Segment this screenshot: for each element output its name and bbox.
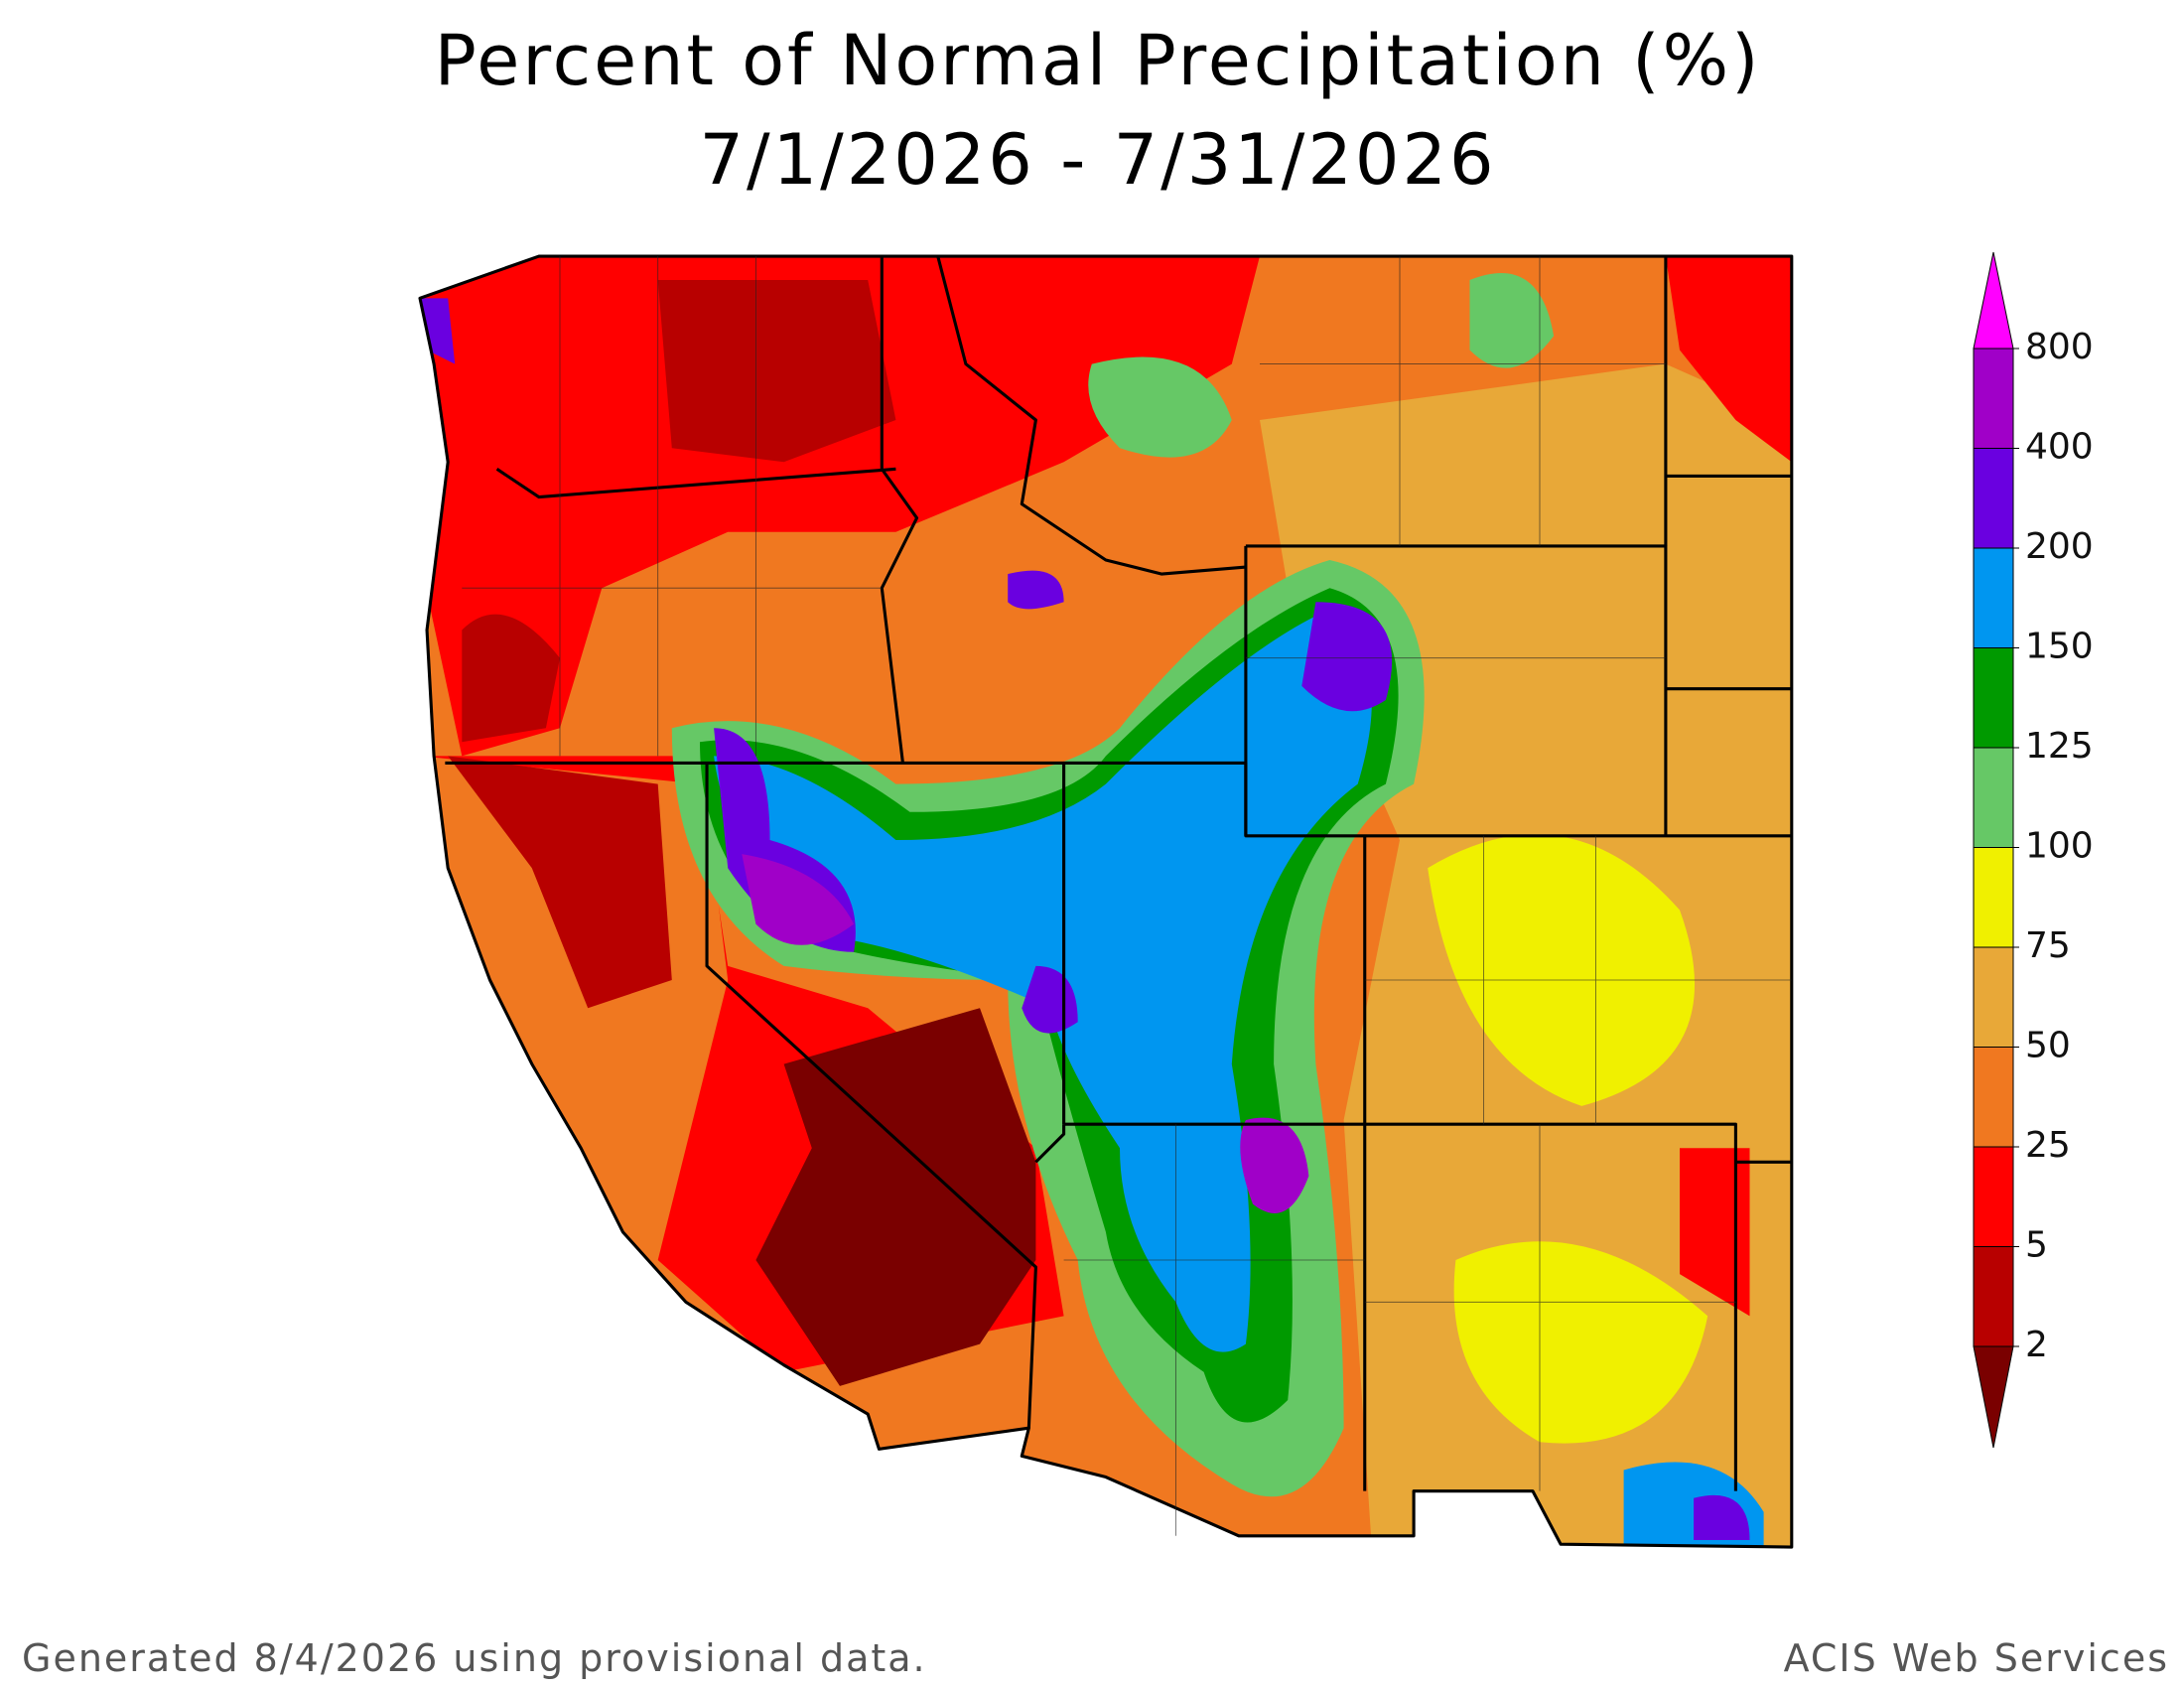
precip-field (419, 256, 1792, 1548)
legend-label: 125 (2025, 726, 2094, 767)
map-subtitle: 7/1/2026 - 7/31/2026 (699, 119, 1496, 201)
legend-swatch (1973, 1246, 2014, 1347)
legend-swatch (1973, 448, 2014, 549)
legend-swatch (1973, 348, 2014, 449)
legend-swatch (1973, 946, 2014, 1048)
legend-label: 100 (2025, 826, 2094, 867)
legend-label: 150 (2025, 627, 2094, 667)
legend-swatch (1973, 1345, 2014, 1449)
legend-label: 50 (2025, 1026, 2071, 1066)
legend-label: 400 (2025, 427, 2094, 468)
legend-label: 800 (2025, 327, 2094, 367)
legend-swatch (1973, 647, 2014, 749)
county-borders (462, 256, 1792, 1536)
legend-label: 75 (2025, 925, 2071, 966)
legend-label: 5 (2025, 1225, 2048, 1266)
legend-swatch (1973, 251, 2014, 350)
legend-swatch (1973, 1047, 2014, 1148)
legend-label: 2 (2025, 1325, 2048, 1365)
legend-swatch (1973, 547, 2014, 648)
footer-generated: Generated 8/4/2026 using provisional dat… (22, 1636, 927, 1680)
map (418, 254, 1794, 1549)
footer-source: ACIS Web Services (1784, 1636, 2169, 1680)
legend-swatch (1973, 747, 2014, 848)
legend-label: 200 (2025, 526, 2094, 567)
state-borders (418, 254, 1794, 1549)
map-title: Percent of Normal Precipitation (%) (435, 20, 1762, 101)
legend-swatch (1973, 847, 2014, 948)
legend-swatch (1973, 1146, 2014, 1247)
legend-label: 25 (2025, 1125, 2071, 1166)
